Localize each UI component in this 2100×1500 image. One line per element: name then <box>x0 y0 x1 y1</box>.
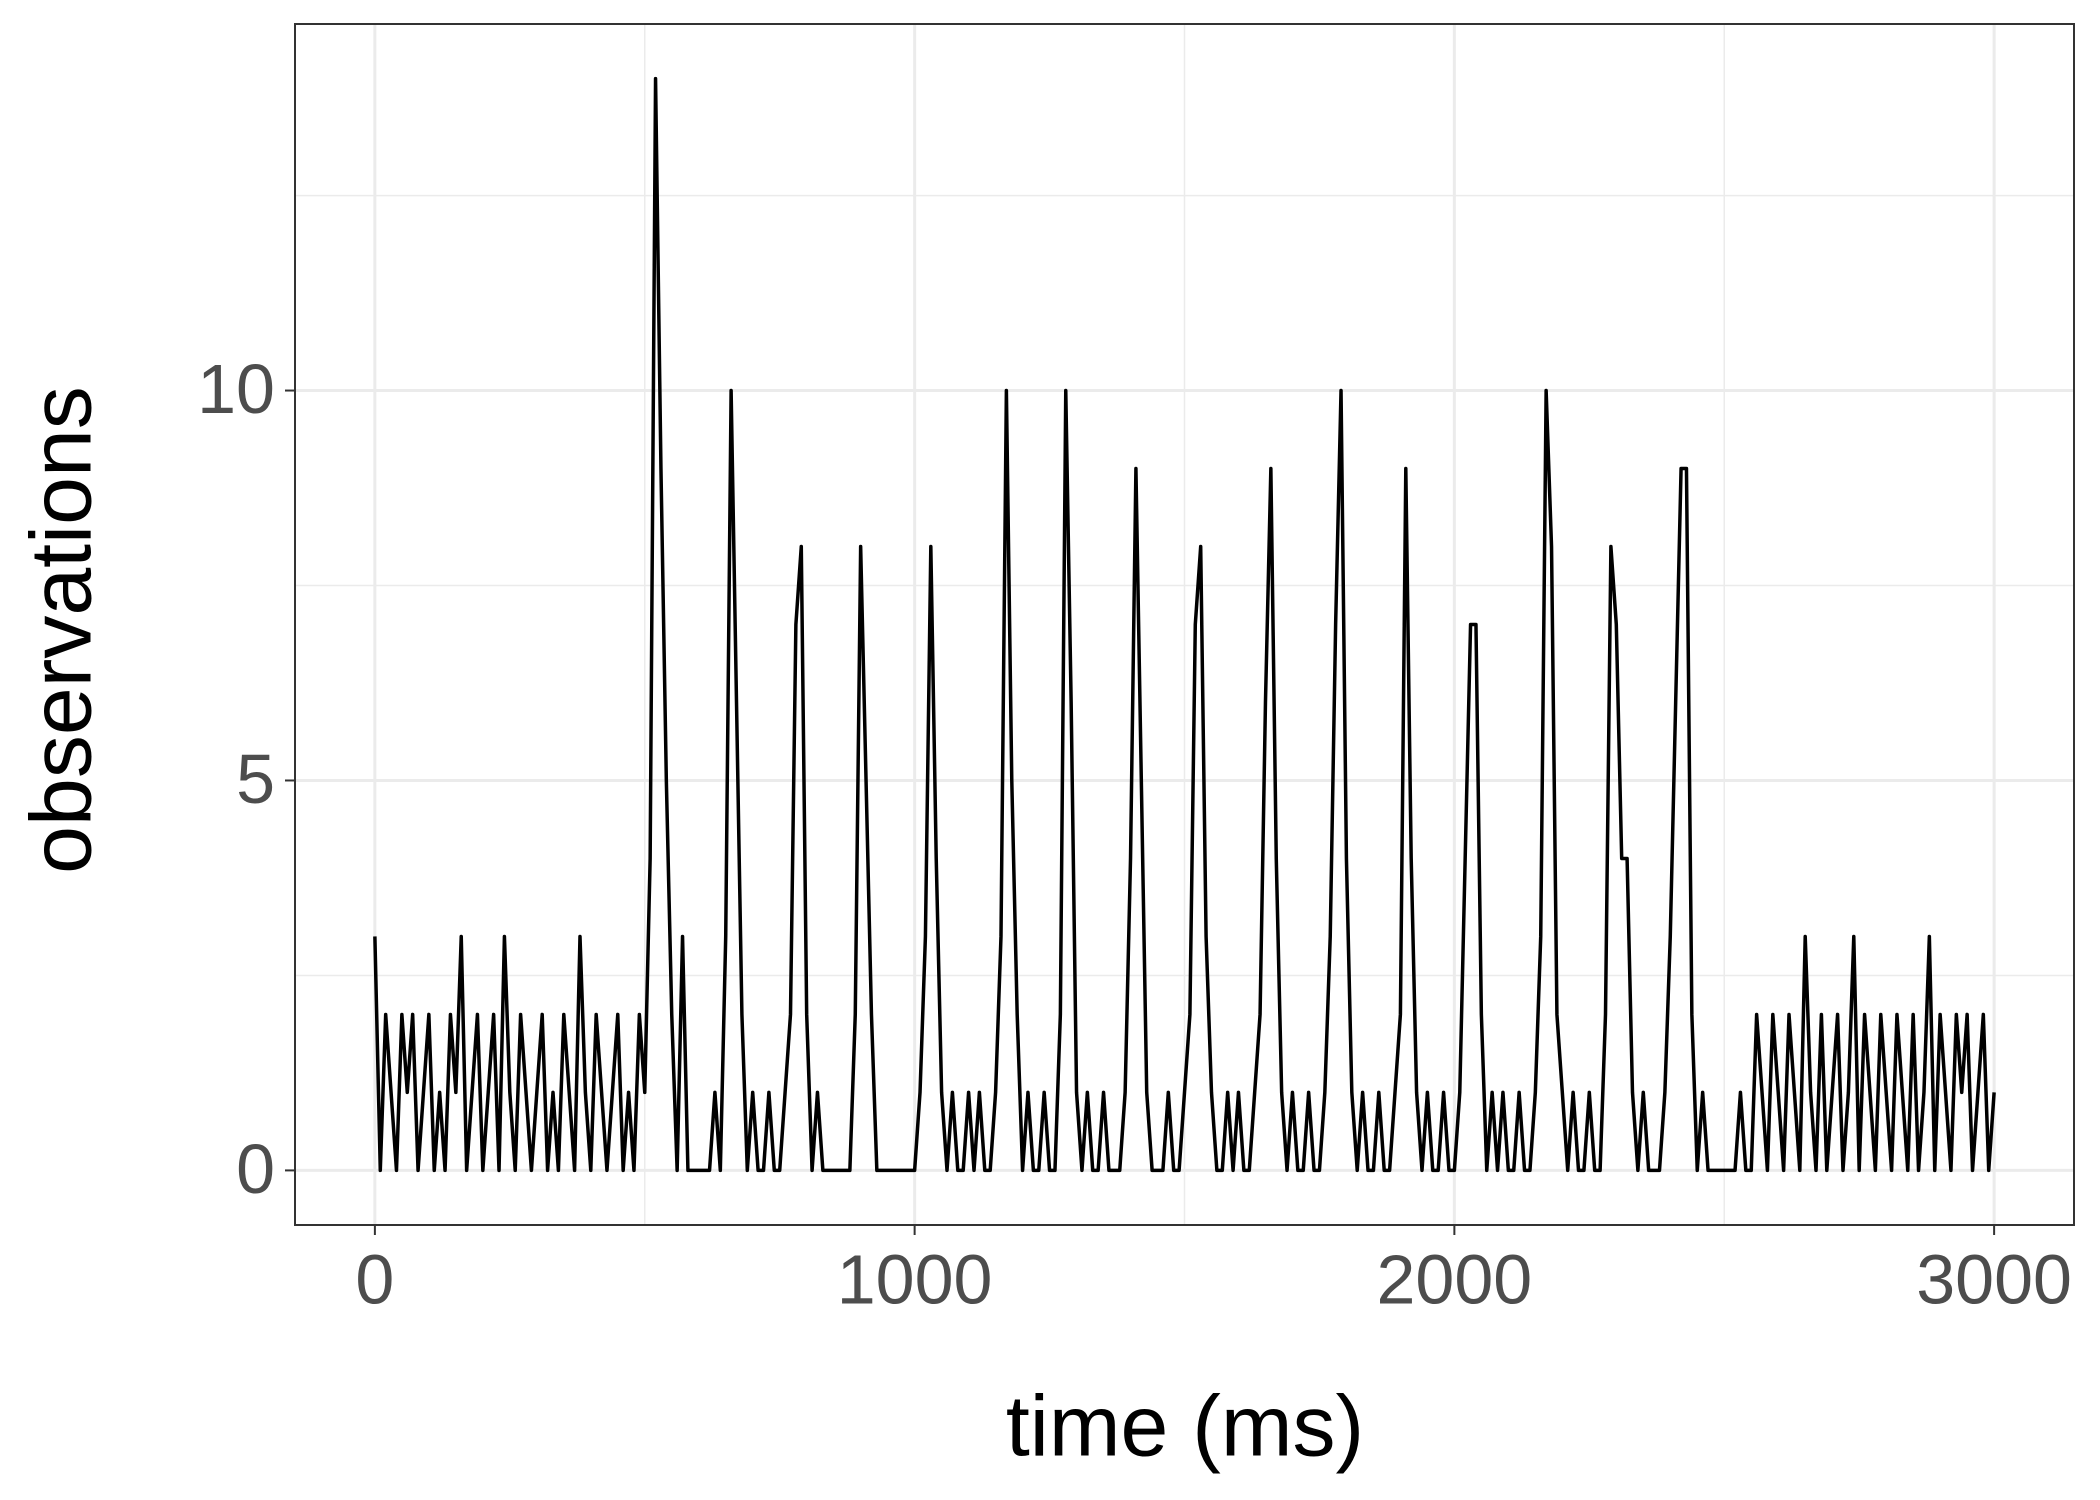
x-tick-label: 3000 <box>1916 1240 2072 1318</box>
y-tick-label: 0 <box>236 1130 275 1208</box>
x-axis-title: time (ms) <box>1006 1379 1364 1475</box>
y-tick-label: 10 <box>197 350 275 428</box>
y-axis-title: observations <box>14 386 110 874</box>
x-tick-label: 0 <box>355 1240 394 1318</box>
x-tick-label: 2000 <box>1377 1240 1533 1318</box>
x-tick-label: 1000 <box>837 1240 993 1318</box>
y-tick-label: 5 <box>236 740 275 818</box>
panel-border <box>294 23 2075 1226</box>
data-line <box>373 76 1996 1173</box>
